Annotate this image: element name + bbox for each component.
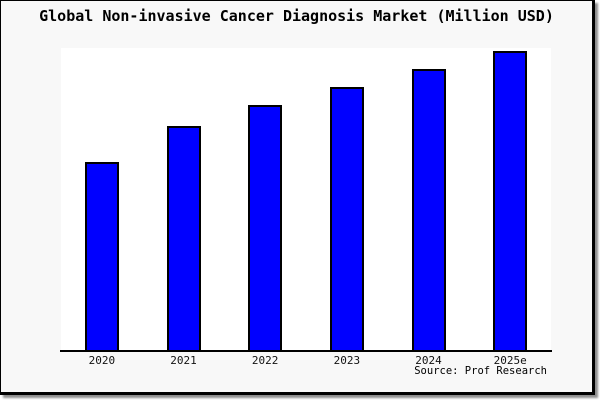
x-tick-label-2023: 2023 (333, 354, 361, 367)
bar-2025e (493, 51, 528, 350)
bar-2023 (329, 87, 364, 350)
bar-slot-2020 (61, 48, 143, 350)
chart-title: Global Non-invasive Cancer Diagnosis Mar… (39, 7, 554, 25)
bar-2024 (411, 69, 446, 350)
x-axis-line (60, 350, 552, 352)
x-tick-label-2022: 2022 (251, 354, 279, 367)
chart-figure: Global Non-invasive Cancer Diagnosis Mar… (0, 0, 595, 395)
bar-slot-2024 (388, 48, 470, 350)
bar-2022 (248, 105, 283, 350)
x-tick-label-2025e: 2025e (493, 354, 527, 367)
bar-slot-2021 (143, 48, 225, 350)
plot-area (61, 48, 551, 350)
bar-slot-2023 (306, 48, 388, 350)
x-tick-label-2021: 2021 (170, 354, 197, 367)
bar-2021 (166, 126, 201, 350)
source-caption: Source: Prof Research (414, 365, 547, 377)
bar-2020 (84, 162, 119, 350)
x-tick-label-2020: 2020 (88, 354, 116, 367)
bar-slot-2025e (469, 48, 551, 350)
x-tick-label-2024: 2024 (415, 354, 442, 367)
bars-container (61, 48, 551, 350)
bar-slot-2022 (224, 48, 306, 350)
x-axis-tick-labels: 2020 2021 2022 2023 2024 2025e (61, 354, 551, 367)
